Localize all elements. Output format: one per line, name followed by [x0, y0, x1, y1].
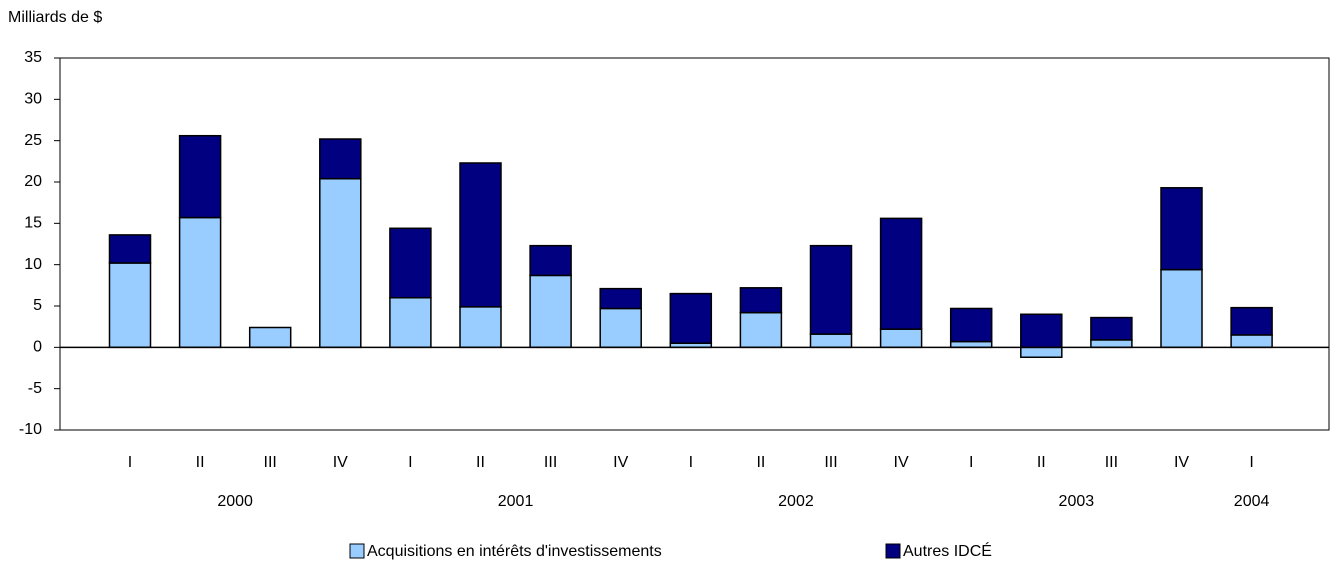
bar: [1160, 187, 1203, 271]
bar: [949, 307, 993, 343]
x-tick-label: I: [408, 454, 412, 471]
x-tick-label: IV: [613, 454, 628, 471]
bar: [459, 306, 502, 349]
y-tick-label: 5: [33, 297, 42, 314]
y-tick-label: -10: [19, 421, 42, 438]
bar: [809, 244, 853, 335]
bar: [599, 307, 642, 349]
group-label: 2001: [498, 493, 534, 510]
bar: [178, 216, 222, 349]
bar: [1230, 334, 1273, 349]
x-tick-label: I: [689, 454, 693, 471]
bar: [739, 287, 783, 314]
legend-label: Autres IDCÉ: [903, 541, 992, 560]
bar: [248, 326, 292, 349]
y-tick-label: 15: [24, 215, 42, 232]
legend-swatch: [885, 543, 901, 559]
legend-swatch: [349, 543, 365, 559]
bar: [949, 340, 993, 349]
x-tick-label: III: [264, 454, 277, 471]
group-label: 2004: [1234, 493, 1270, 510]
y-tick-label: 35: [24, 49, 42, 66]
bar: [319, 138, 362, 180]
bar: [879, 217, 923, 330]
x-tick-label: IV: [1174, 454, 1189, 471]
group-label: 2000: [217, 493, 253, 510]
y-tick-label: 25: [24, 132, 42, 149]
bar: [1090, 316, 1133, 341]
y-tick-label: 0: [33, 339, 42, 356]
bar: [879, 328, 923, 349]
y-tick-label: 30: [24, 91, 42, 108]
bar: [1160, 268, 1203, 349]
y-axis-label: Milliards de $: [8, 9, 102, 26]
bar: [459, 162, 502, 308]
x-tick-label: II: [1037, 454, 1046, 471]
x-tick-label: IV: [894, 454, 909, 471]
bar: [178, 134, 222, 219]
x-tick-label: III: [1105, 454, 1118, 471]
x-tick-label: II: [476, 454, 485, 471]
bar: [1090, 339, 1133, 349]
bar: [1020, 313, 1063, 349]
x-tick-label: II: [196, 454, 205, 471]
bar: [108, 234, 152, 264]
x-tick-label: IV: [333, 454, 348, 471]
bar: [529, 244, 572, 277]
bar: [599, 287, 642, 310]
x-tick-label: I: [969, 454, 973, 471]
y-tick-label: 20: [24, 173, 42, 190]
group-label: 2003: [1059, 493, 1095, 510]
group-label: 2002: [778, 493, 814, 510]
x-tick-label: III: [824, 454, 837, 471]
bar: [108, 262, 152, 349]
x-tick-label: I: [128, 454, 132, 471]
x-tick-label: II: [756, 454, 765, 471]
bar: [809, 333, 853, 349]
y-tick-label: -5: [28, 380, 42, 397]
bar: [389, 227, 432, 299]
bar: [389, 296, 432, 349]
x-tick-label: I: [1249, 454, 1253, 471]
bar: [669, 292, 713, 344]
legend-label: Acquisitions en intérêts d'investissemen…: [367, 543, 662, 560]
x-tick-label: III: [544, 454, 557, 471]
y-tick-label: 10: [24, 256, 42, 273]
bar: [529, 274, 572, 349]
bar: [1230, 306, 1273, 336]
bar: [319, 177, 362, 349]
bar: [739, 311, 783, 349]
plot-frame: [59, 57, 1330, 431]
bar: [1020, 346, 1063, 359]
